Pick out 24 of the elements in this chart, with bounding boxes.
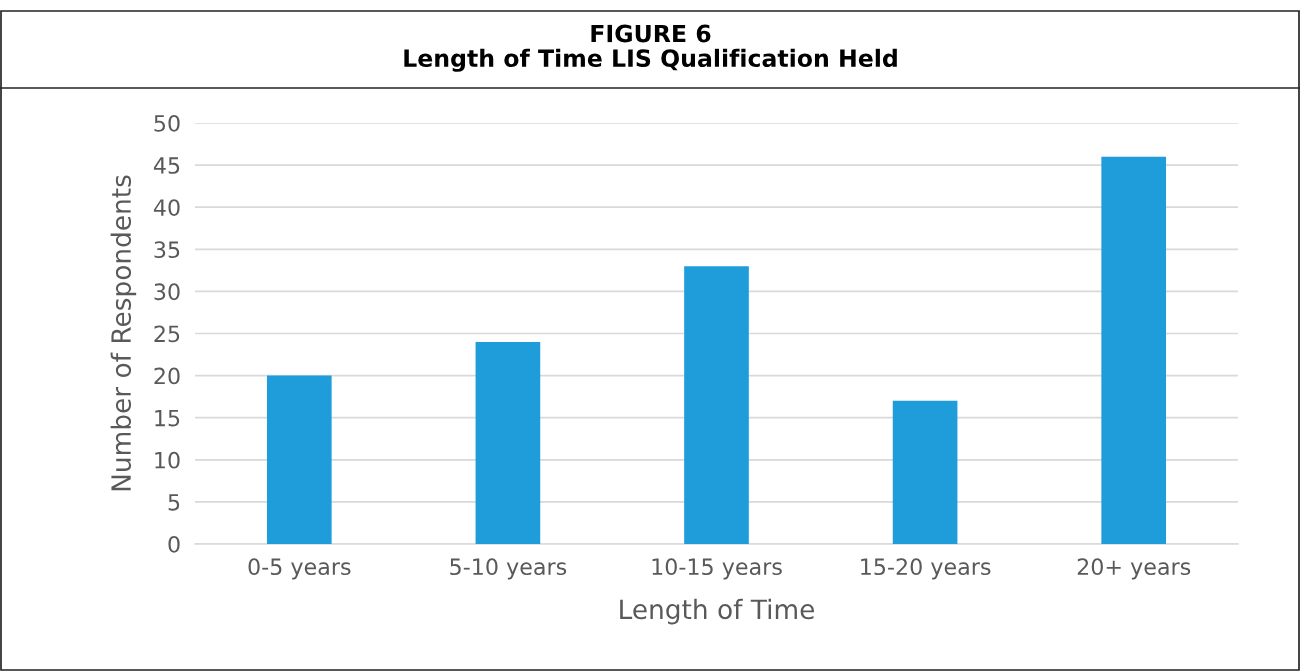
y-tick-label: 40: [153, 199, 180, 216]
x-axis-title: Length of Time: [620, 598, 814, 625]
y-tick-label: 45: [153, 157, 180, 174]
x-tick-label: 20+ years: [1077, 558, 1191, 580]
y-tick-label: 20: [154, 367, 180, 385]
y-tick-label: 30: [154, 283, 180, 301]
x-tick-label: 15-20 years: [861, 558, 991, 580]
y-tick-label: 35: [154, 241, 180, 259]
chart-title: FIGURE 6 Length of Time LIS Qualification Held: [404, 24, 897, 72]
y-axis-title: Number of Respondents: [110, 175, 137, 491]
bar: [475, 341, 541, 544]
y-tick-label: 15: [155, 409, 180, 427]
bar: [892, 400, 958, 544]
bar: [1101, 156, 1167, 544]
x-tick-label: 5-10 years: [450, 558, 567, 580]
y-tick-label: 25: [154, 325, 180, 343]
y-tick-label: 50: [154, 114, 180, 132]
y-tick-label: 10: [155, 451, 180, 469]
y-tick-label: 0: [168, 535, 180, 553]
bar: [266, 375, 332, 544]
bar: [684, 266, 749, 544]
y-tick-label: 5: [168, 494, 180, 511]
x-tick-label: 0-5 years: [248, 558, 351, 580]
x-tick-label: 10-15 years: [652, 558, 782, 580]
